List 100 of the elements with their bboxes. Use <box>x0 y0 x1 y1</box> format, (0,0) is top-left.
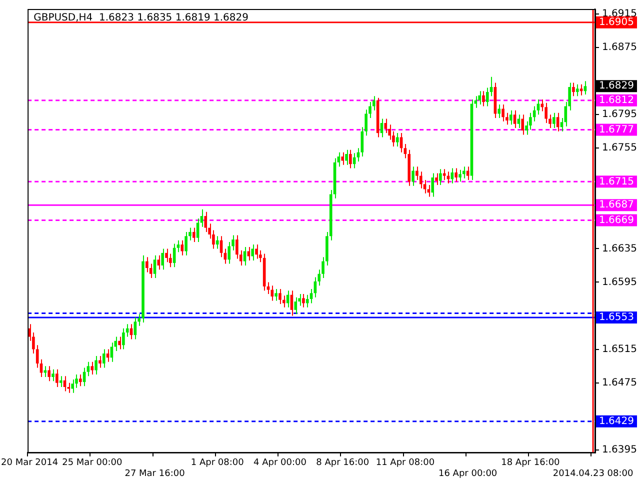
x-tick-label: 18 Apr 16:00 <box>501 458 560 468</box>
text: 1.6829 <box>599 80 634 92</box>
candlestick <box>243 246 246 266</box>
candlestick <box>458 169 462 182</box>
candlestick <box>345 149 348 166</box>
y-tick-label: 1.6395 <box>602 444 638 456</box>
candlestick <box>521 114 524 136</box>
candlestick <box>59 376 62 388</box>
candlestick <box>294 296 298 315</box>
candlestick <box>486 87 489 107</box>
candlestick <box>435 172 438 186</box>
candlestick <box>349 149 352 169</box>
x-tick-label: 1 Apr 08:00 <box>190 458 244 468</box>
candlestick <box>266 282 270 294</box>
candlestick <box>36 344 39 368</box>
candlestick <box>79 374 82 387</box>
candlestick <box>509 110 512 126</box>
candlestick <box>247 246 250 261</box>
candlestick <box>204 211 208 232</box>
candlestick <box>196 218 200 243</box>
candlestick <box>94 356 98 375</box>
candlestick <box>513 110 516 129</box>
candlestick <box>118 336 121 350</box>
candlestick <box>462 166 466 179</box>
x-tick-label: 11 Apr 08:00 <box>376 458 435 468</box>
x-tick-label: 8 Apr 16:00 <box>316 458 370 468</box>
candlestick <box>525 120 528 136</box>
candlestick <box>576 84 579 97</box>
candlestick <box>192 227 196 243</box>
ref-line-label: 1.6553 <box>599 312 634 324</box>
candlestick <box>482 90 485 107</box>
candlestick <box>310 288 313 304</box>
candlestick <box>48 366 51 382</box>
candlestick <box>278 288 282 305</box>
candlestick <box>478 90 481 106</box>
candlestick <box>56 368 58 388</box>
candlestick <box>102 348 106 368</box>
candlestick <box>184 231 188 256</box>
candlestick <box>454 168 458 182</box>
candlestick <box>532 106 536 122</box>
candlestick <box>341 152 344 166</box>
y-tick-label: 1.6475 <box>602 377 638 388</box>
candlestick <box>40 358 43 378</box>
candlestick <box>86 361 90 377</box>
candlestick <box>153 254 156 279</box>
candlestick <box>529 112 532 130</box>
x-tick-label: 16 Apr 00:00 <box>438 468 498 479</box>
ref-line-label: 1.6429 <box>599 416 634 427</box>
candlestick <box>431 172 434 198</box>
candlestick <box>71 378 74 394</box>
x-tick-label: 2014.04.23 08:00 <box>552 468 634 479</box>
candlestick <box>352 152 356 169</box>
y-tick-label: 1.6755 <box>602 142 638 154</box>
y-tick-label: 1.6635 <box>602 243 638 254</box>
candlestick <box>161 248 164 270</box>
chart-title: GBPUSD,H4 1.6823 1.6835 1.6819 1.6829 <box>34 12 248 24</box>
candlestick <box>416 166 418 180</box>
candlestick <box>274 288 278 302</box>
candlestick <box>228 242 231 264</box>
ref-line-label: 1.6812 <box>599 94 634 106</box>
candlestick <box>236 234 238 260</box>
y-tick-label: 1.6795 <box>602 109 638 120</box>
candlestick <box>165 248 168 263</box>
candlestick <box>502 104 504 122</box>
candlestick <box>255 244 258 260</box>
candlestick <box>52 368 54 382</box>
y-tick-label: 1.6595 <box>602 276 638 288</box>
x-tick-label: 27 Mar 16:00 <box>124 468 186 479</box>
ref-line-label: 1.6715 <box>599 176 634 188</box>
candlestick <box>157 254 160 270</box>
x-tick-label: 4 Apr 00:00 <box>254 458 307 468</box>
x-tick-label: 25 Mar 00:00 <box>62 458 122 468</box>
y-tick-label: 1.6875 <box>602 42 638 54</box>
candlestick <box>176 240 180 253</box>
candlestick <box>572 82 575 97</box>
candlestick <box>216 236 219 250</box>
x-tick-label: 20 Mar 2014 <box>1 458 58 468</box>
candlestick <box>251 244 254 261</box>
candlestick <box>90 361 94 375</box>
ref-line-label: 1.6687 <box>599 200 634 211</box>
candlestick <box>180 240 184 256</box>
candlestick <box>396 132 399 147</box>
candlestick <box>442 168 446 180</box>
candlestick <box>536 99 540 116</box>
candlestick <box>146 256 148 273</box>
candlestick <box>122 328 125 350</box>
candlestick <box>498 104 501 118</box>
ref-line-label: 1.6905 <box>599 17 634 28</box>
candlestick <box>126 324 129 338</box>
y-tick-label: 1.6515 <box>602 344 638 355</box>
candlestick <box>384 118 388 134</box>
ref-line-label: 1.6669 <box>599 214 634 226</box>
candlestick <box>302 293 305 308</box>
candlestick <box>552 112 556 129</box>
candlestick <box>544 102 548 124</box>
candlestick <box>306 294 309 308</box>
candlestick <box>98 356 102 368</box>
ref-line-label: 1.6777 <box>599 124 634 136</box>
candlestick <box>412 166 414 186</box>
candlestick <box>439 168 442 186</box>
